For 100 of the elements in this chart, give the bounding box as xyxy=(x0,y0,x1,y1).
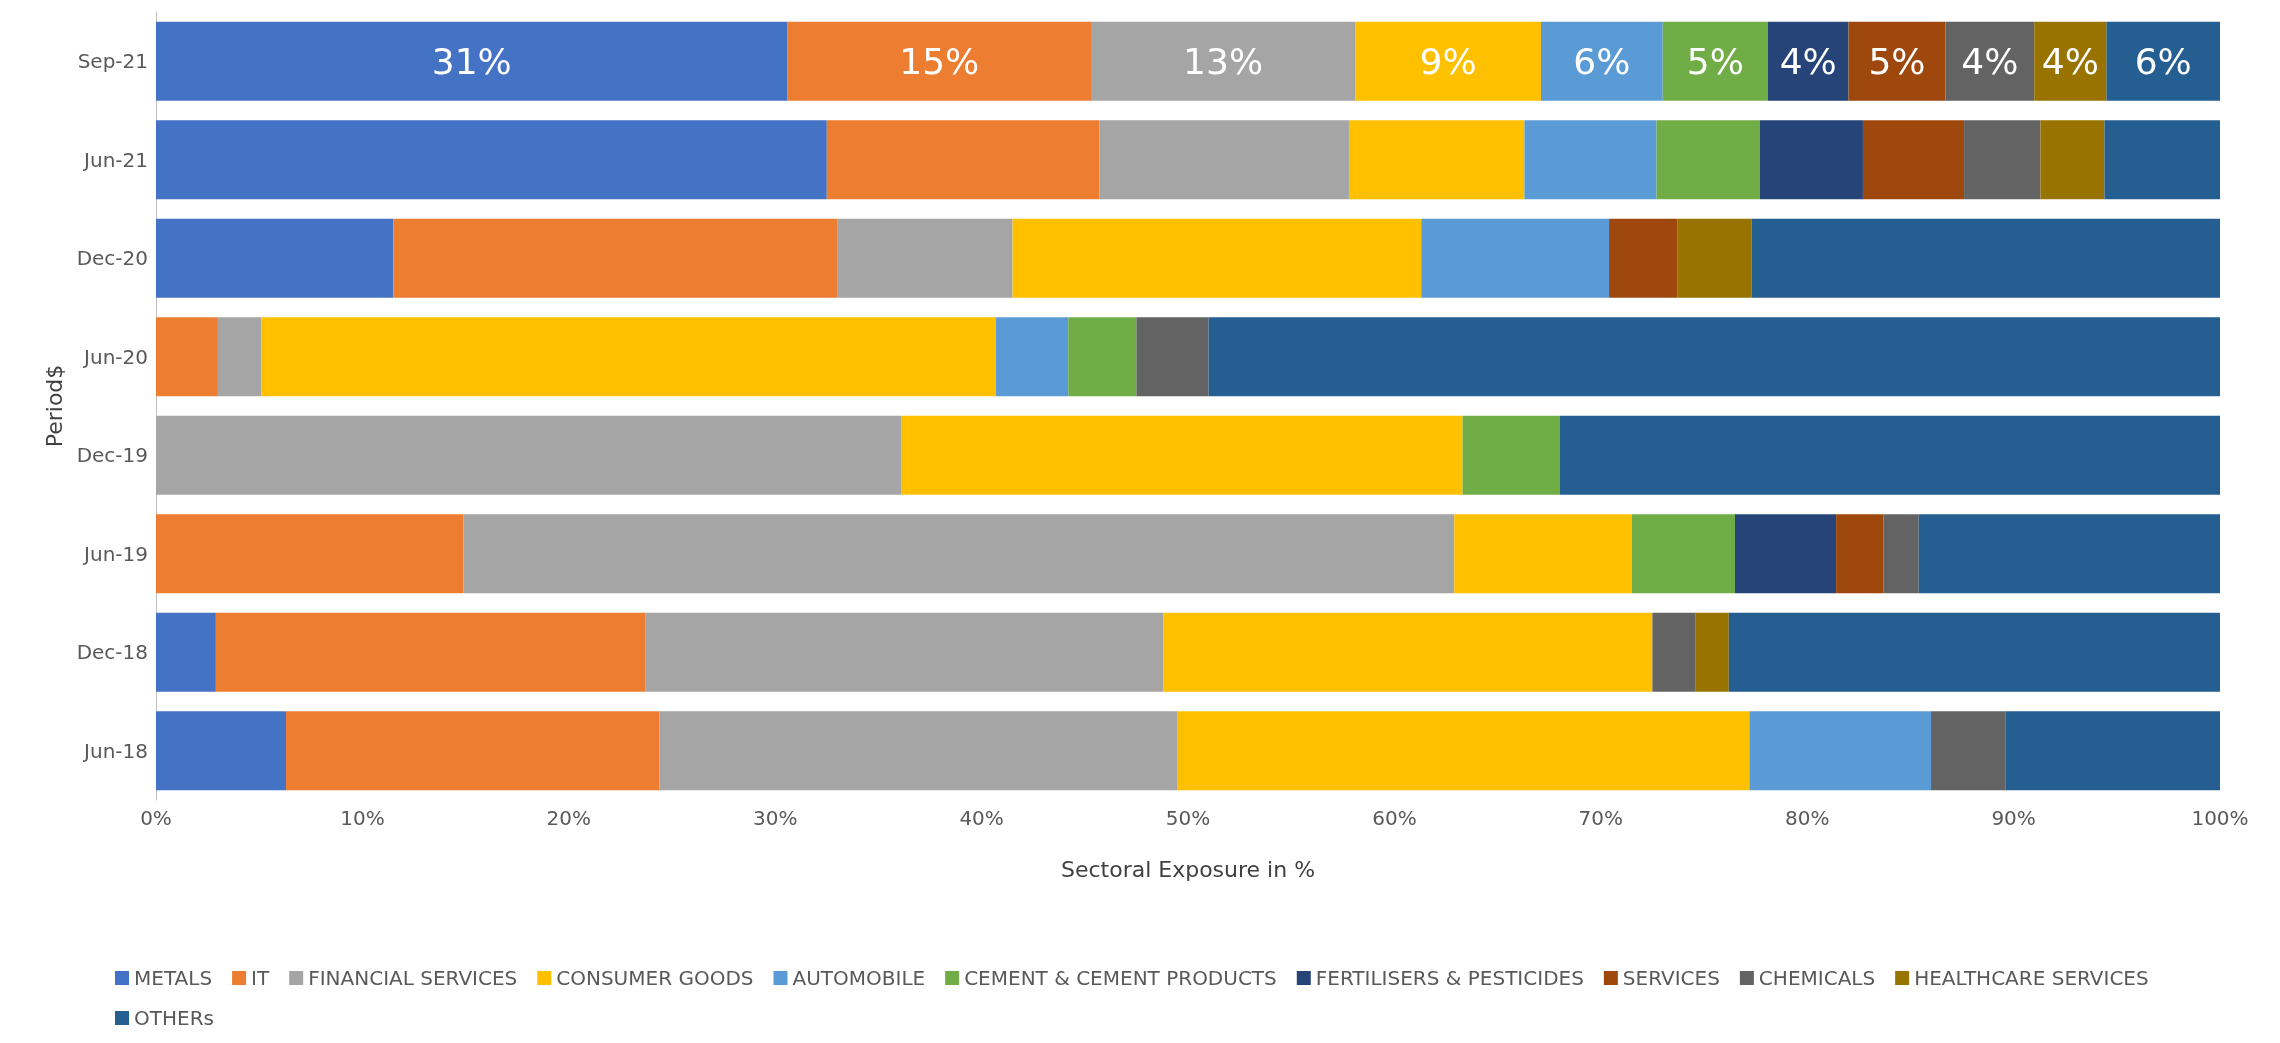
data-label: 4% xyxy=(1961,40,2019,82)
bar xyxy=(1177,711,1750,791)
bar xyxy=(215,612,646,692)
data-label: 6% xyxy=(2134,40,2192,82)
bar xyxy=(1931,711,2006,791)
legend-label: SERVICES xyxy=(1622,966,1720,990)
bar xyxy=(645,612,1164,692)
legend-label: HEALTHCARE SERVICES xyxy=(1914,966,2149,990)
bar xyxy=(1454,514,1632,594)
y-tick-label: Jun-18 xyxy=(82,738,148,763)
bar xyxy=(1524,120,1657,200)
bar xyxy=(1090,21,1356,101)
y-tick-label: Dec-19 xyxy=(76,443,148,468)
bar xyxy=(1421,218,1610,298)
legend-label: FINANCIAL SERVICES xyxy=(308,966,518,990)
bar xyxy=(1099,120,1349,200)
legend-label: METALS xyxy=(134,966,213,990)
x-tick-label: 90% xyxy=(1991,806,2036,830)
data-label: 13% xyxy=(1183,40,1264,82)
bar xyxy=(1355,21,1541,101)
bar xyxy=(393,218,838,298)
y-axis-title: Period$ xyxy=(42,364,68,448)
legend-label: FERTILISERS & PESTICIDES xyxy=(1315,966,1584,990)
data-label: 5% xyxy=(1686,40,1744,82)
legend-label: CEMENT & CEMENT PRODUCTS xyxy=(964,966,1277,990)
data-label: 4% xyxy=(1779,40,1837,82)
y-tick-label: Jun-20 xyxy=(82,344,148,369)
bar xyxy=(1631,514,1735,594)
bar xyxy=(156,317,218,397)
x-tick-label: 70% xyxy=(1578,806,1624,830)
bar xyxy=(1662,21,1768,101)
bar xyxy=(1012,218,1422,298)
y-tick-label: Jun-21 xyxy=(82,147,148,172)
x-axis-title: Sectoral Exposure in % xyxy=(1060,856,1316,882)
bar xyxy=(261,317,997,397)
legend-label: OTHERs xyxy=(134,1006,214,1030)
data-label: 15% xyxy=(899,40,980,82)
bar xyxy=(1759,120,1863,200)
bar xyxy=(1734,514,1837,594)
legend-label: IT xyxy=(251,966,270,990)
bar xyxy=(463,514,1455,594)
data-label: 5% xyxy=(1868,40,1926,82)
bar xyxy=(2106,21,2220,101)
legend-label: CHEMICALS xyxy=(1758,966,1876,990)
x-tick-label: 60% xyxy=(1372,806,1417,830)
bar xyxy=(901,415,1463,495)
data-label: 31% xyxy=(431,40,512,82)
bar xyxy=(1609,218,1678,298)
bar xyxy=(2034,21,2107,101)
bar xyxy=(1918,514,2220,594)
y-tick-label: Sep-21 xyxy=(77,49,148,74)
bar xyxy=(1348,120,1525,200)
bar xyxy=(1695,612,1729,692)
data-label: 4% xyxy=(2041,40,2099,82)
bar xyxy=(1728,612,2220,692)
bar xyxy=(156,120,827,200)
y-tick-label: Dec-20 xyxy=(76,246,148,271)
bar xyxy=(156,711,287,791)
bar xyxy=(1751,218,2220,298)
bar xyxy=(837,218,1013,298)
bar xyxy=(156,514,464,594)
x-tick-label: 50% xyxy=(1165,806,1211,830)
y-tick-label: Dec-18 xyxy=(76,640,148,665)
x-tick-label: 80% xyxy=(1784,806,1830,830)
bar xyxy=(1862,120,1965,200)
bar xyxy=(1208,317,2220,397)
bar xyxy=(1883,514,1919,594)
x-tick-label: 0% xyxy=(140,806,172,830)
legend-label: AUTOMOBILE xyxy=(792,966,926,990)
bar xyxy=(156,415,902,495)
bar xyxy=(1462,415,1560,495)
x-tick-label: 40% xyxy=(959,806,1004,830)
bar xyxy=(1836,514,1884,594)
bar xyxy=(2104,120,2220,200)
bar xyxy=(217,317,262,397)
bar xyxy=(156,21,788,101)
bar xyxy=(996,317,1069,397)
bar xyxy=(2040,120,2105,200)
bar xyxy=(156,218,394,298)
bar xyxy=(1163,612,1653,692)
x-tick-label: 10% xyxy=(340,806,385,830)
x-tick-label: 20% xyxy=(546,806,592,830)
bar xyxy=(1068,317,1137,397)
bar xyxy=(1559,415,2220,495)
bar xyxy=(1964,120,2041,200)
legend-label: CONSUMER GOODS xyxy=(556,966,754,990)
bar xyxy=(156,612,216,692)
bar xyxy=(286,711,660,791)
x-tick-label: 30% xyxy=(752,806,798,830)
bar xyxy=(1945,21,2035,101)
data-label: 9% xyxy=(1419,40,1477,82)
bar xyxy=(659,711,1178,791)
y-tick-label: Jun-19 xyxy=(82,541,148,566)
bar xyxy=(1848,21,1946,101)
bar xyxy=(2005,711,2220,791)
bar xyxy=(1656,120,1760,200)
x-tick-label: 100% xyxy=(2191,806,2249,830)
bar xyxy=(1677,218,1752,298)
data-label: 6% xyxy=(1573,40,1631,82)
bar xyxy=(1136,317,1209,397)
